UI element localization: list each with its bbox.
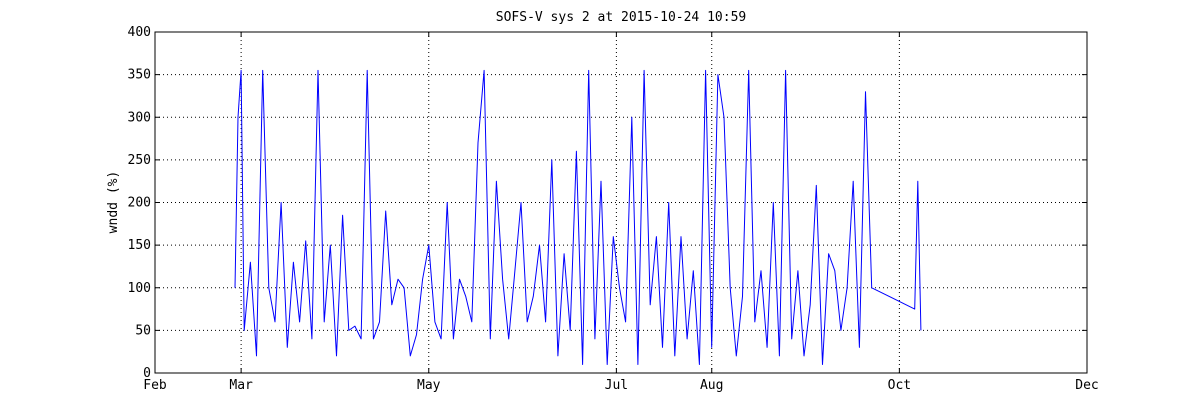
plot-area <box>234 69 922 365</box>
axes: 0 50 100 150 200 250 300 350 400 Feb Mar May Jul Aug O… <box>128 25 1099 393</box>
x-tick-label: Mar <box>229 378 253 393</box>
y-tick-label: 400 <box>128 25 151 40</box>
x-tick-label: Feb <box>143 378 167 393</box>
x-tick-label: Jul <box>605 378 628 393</box>
y-tick-label: 200 <box>128 196 151 211</box>
y-tick-label: 150 <box>128 238 151 253</box>
x-tick-label: Dec <box>1075 378 1098 393</box>
y-tick-label: 350 <box>128 68 151 83</box>
y-axis-label: wndd (%) <box>106 171 121 234</box>
y-tick-label: 0 <box>143 366 151 381</box>
x-tick-label: Aug <box>700 378 723 393</box>
y-tick-label: 50 <box>135 323 151 338</box>
y-tick-label: 100 <box>128 281 151 296</box>
series-line-0 <box>234 69 922 365</box>
x-tick-label: May <box>417 378 441 393</box>
chart-title: SOFS-V sys 2 at 2015-10-24 10:59 <box>496 10 746 25</box>
axes-frame <box>154 31 1088 374</box>
y-tick-label: 250 <box>128 153 151 168</box>
x-tick-label: Oct <box>888 378 911 393</box>
y-tick-label: 300 <box>128 110 151 125</box>
